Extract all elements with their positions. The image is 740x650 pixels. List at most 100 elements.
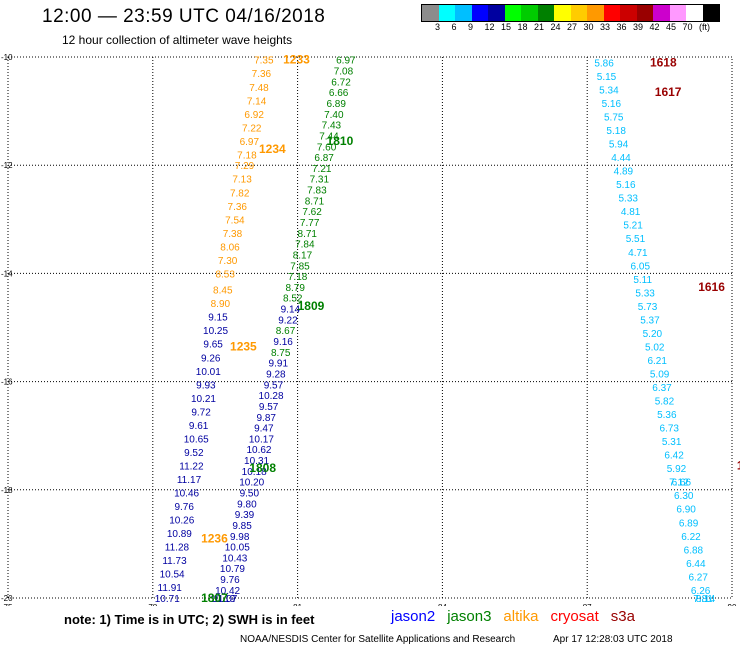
- wave-height-value: 10.26: [169, 516, 194, 527]
- wave-height-value: 7.14: [247, 96, 267, 107]
- wave-height-value: 8.45: [213, 286, 233, 297]
- wave-height-value: 6.89: [326, 99, 346, 110]
- wave-height-value: 7.35: [254, 56, 274, 67]
- wave-height-value: 5.34: [599, 85, 619, 96]
- wave-height-value: 5.51: [626, 234, 646, 245]
- chart-title: 12:00 — 23:59 UTC 04/16/2018: [42, 6, 326, 27]
- wave-height-value: 7.29: [235, 161, 255, 172]
- wave-height-value: 5.31: [662, 437, 682, 448]
- wave-height-value: 9.16: [273, 337, 293, 348]
- wave-height-value: 6.30: [674, 491, 694, 502]
- y-tick-label: -14: [1, 269, 13, 278]
- wave-height-value: 7.84: [295, 240, 315, 251]
- wave-height-value: 7.54: [225, 215, 245, 226]
- wave-height-value: 10.42: [215, 586, 240, 597]
- wave-height-value: 8.06: [220, 242, 240, 253]
- wave-height-value: 6.88: [684, 545, 704, 556]
- wave-height-value: 8.67: [276, 326, 296, 337]
- legend-label: 6: [451, 22, 457, 32]
- generated-timestamp: Apr 17 12:28:03 UTC 2018: [553, 634, 673, 645]
- pass-time-label: 1616: [698, 280, 725, 294]
- x-tick-label: 81: [293, 603, 302, 606]
- wave-height-value: 9.26: [201, 353, 221, 364]
- wave-height-value: 9.61: [189, 421, 209, 432]
- wave-height-value: 7.18: [288, 272, 308, 283]
- x-tick-label: 87: [583, 603, 592, 606]
- footnote: note: 1) Time is in UTC; 2) SWH is in fe…: [64, 612, 315, 627]
- legend-swatch: [537, 5, 554, 21]
- wave-height-value: 10.71: [155, 594, 180, 605]
- x-tick-label: 90: [728, 603, 737, 606]
- wave-height-value: 5.33: [635, 288, 655, 299]
- wave-height-value: 8.52: [283, 294, 303, 305]
- wave-height-value: 9.76: [220, 575, 240, 586]
- pass-time-label: 1234: [259, 142, 286, 156]
- wave-height-value: 8.14: [696, 594, 716, 605]
- wave-height-value: 7.18: [237, 150, 257, 161]
- wave-height-value: 10.17: [249, 434, 274, 445]
- wave-height-value: 8.53: [215, 269, 235, 280]
- wave-height-value: 7.31: [310, 175, 330, 186]
- legend-label: 21: [534, 22, 545, 32]
- wave-height-value: 7.77: [300, 218, 320, 229]
- wave-height-value: 6.66: [672, 478, 692, 489]
- wave-height-value: 5.16: [602, 99, 622, 110]
- wave-height-value: 7.30: [218, 256, 238, 267]
- wave-height-value: 8.71: [305, 196, 325, 207]
- pass-time-label: 1233: [283, 53, 310, 67]
- wave-height-value: 9.57: [259, 402, 279, 413]
- legend-label: 42: [649, 22, 660, 32]
- wave-height-value: 10.01: [196, 367, 221, 378]
- wave-height-value: 7.82: [230, 188, 250, 199]
- wave-height-value: 10.21: [191, 394, 216, 405]
- wave-height-value: 9.50: [240, 489, 260, 500]
- wave-height-value: 9.22: [278, 315, 298, 326]
- wave-height-value: 9.80: [237, 499, 257, 510]
- wave-height-value: 10.18: [242, 467, 267, 478]
- wave-height-map: 75 78 81 84 87 90 -10 -12 -14 -16 -18 -20 7.35 7.36 7.…: [1, 53, 740, 606]
- pass-time-label: 1235: [230, 339, 257, 353]
- legend-swatch: [587, 5, 604, 21]
- satellite-name: jason2: [391, 608, 436, 625]
- plot-frame: [7, 56, 733, 599]
- legend-label: 70: [682, 22, 693, 32]
- satellite-legend: jason2 jason3 altika cryosat s3a: [391, 608, 635, 625]
- wave-height-value: 10.62: [246, 445, 271, 456]
- wave-height-value: 7.13: [232, 175, 252, 186]
- y-tick-label: -12: [1, 161, 13, 170]
- legend-label: 18: [517, 22, 528, 32]
- wave-height-value: 6.90: [676, 505, 696, 516]
- wave-height-value: 11.73: [162, 556, 187, 567]
- wave-height-value: 11.07: [213, 594, 238, 605]
- legend-swatch: [653, 5, 670, 21]
- wave-height-value: 5.37: [640, 315, 660, 326]
- wave-height-value: 5.94: [609, 140, 629, 151]
- legend-swatch: [554, 5, 571, 21]
- wave-height-value: 10.05: [225, 543, 250, 554]
- wave-height-value: 7.48: [249, 83, 269, 94]
- wave-height-value: 7.44: [319, 131, 339, 142]
- legend-swatch: [702, 5, 719, 21]
- wave-height-value: 7.08: [334, 67, 354, 78]
- x-tick-label: 75: [4, 603, 13, 606]
- wave-height-value: 7.83: [307, 186, 327, 197]
- wave-height-value: 11.17: [177, 475, 202, 486]
- wave-height-value: 6.97: [336, 56, 356, 67]
- wave-height-value: 9.57: [264, 380, 284, 391]
- legend-swatch: [570, 5, 587, 21]
- wave-height-value: 4.81: [621, 207, 641, 218]
- wave-height-value: 9.91: [269, 359, 289, 370]
- wave-height-value: 6.44: [686, 559, 706, 570]
- legend-label: 33: [600, 22, 611, 32]
- wave-height-value: 11.28: [165, 543, 190, 554]
- legend-label: (ft): [699, 22, 710, 32]
- wave-height-value: 11.91: [158, 583, 183, 594]
- wave-height-value: 5.21: [623, 221, 643, 232]
- wave-height-value: 6.42: [664, 451, 684, 462]
- wave-height-value: 9.14: [281, 305, 301, 316]
- wave-height-value: 9.52: [184, 448, 204, 459]
- legend-label: 24: [550, 22, 561, 32]
- color-scale-legend: [421, 4, 720, 22]
- wave-height-value: 6.05: [631, 261, 651, 272]
- satellite-name: altika: [503, 608, 539, 625]
